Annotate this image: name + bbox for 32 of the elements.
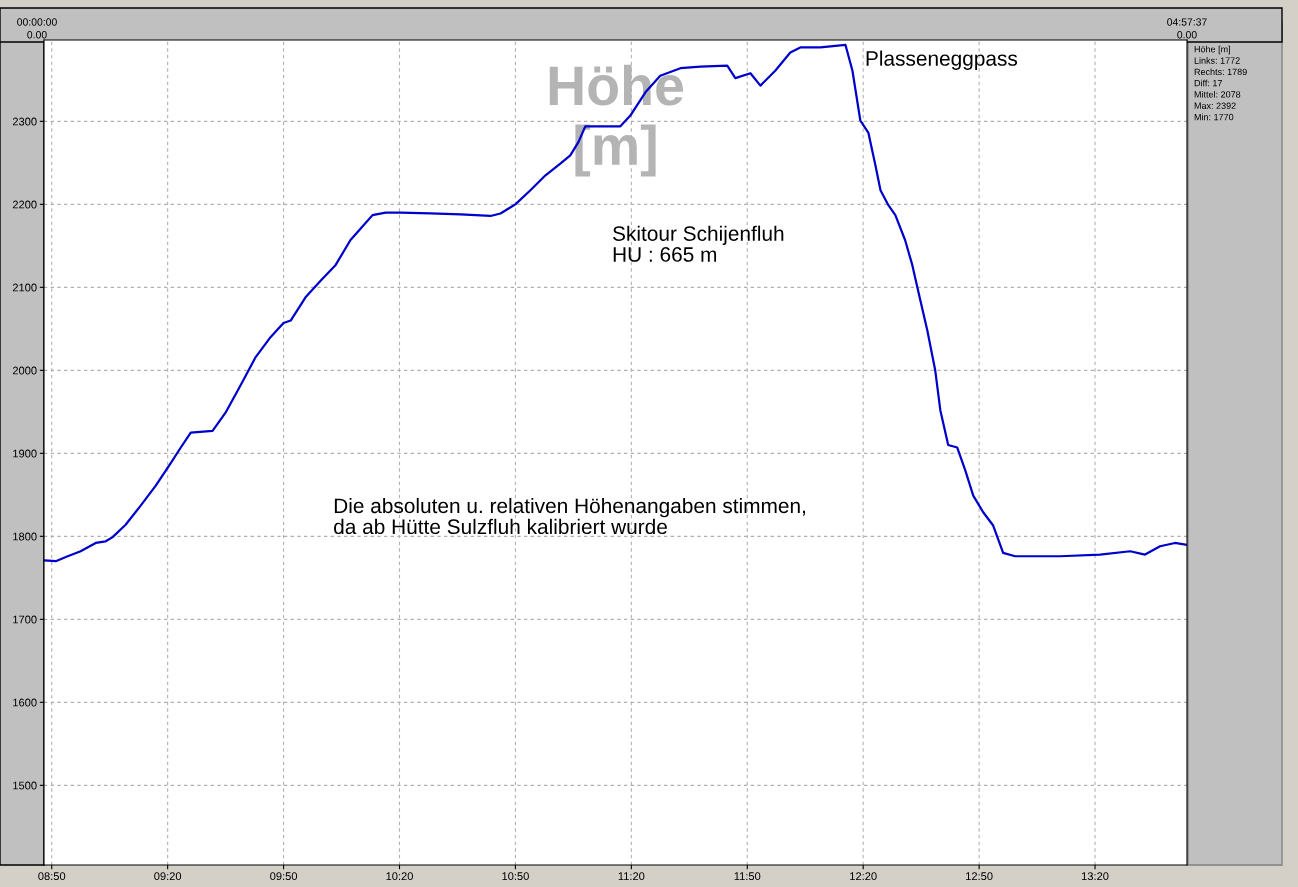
text: Höhe [m]: [1194, 45, 1230, 55]
y-tick-label: 1500: [13, 781, 37, 790]
x-tick-label: 13:20: [1081, 872, 1109, 881]
annotation: Plasseneggpass: [866, 50, 1018, 70]
x-tick-label: 09:50: [270, 872, 298, 881]
y-tick-label: 2200: [12, 200, 37, 209]
x-tick-label: 08:50: [38, 872, 66, 881]
y-tick-label: 1900: [13, 449, 37, 458]
text: Rechts: 1789: [1194, 68, 1247, 76]
text: 04:57:37 0.00: [1167, 18, 1207, 39]
text: Diff: 17: [1194, 79, 1222, 87]
y-tick-label: 1600: [13, 698, 37, 707]
y-tick-label: 2000: [12, 366, 37, 375]
y-tick-label: 2100: [12, 283, 37, 292]
text: Min: 1770: [1194, 113, 1234, 121]
x-tick-label: 10:50: [502, 872, 529, 881]
annotation: Skitour Schijenfluh HU : 665 m: [613, 225, 784, 262]
x-tick-label: 10:20: [386, 872, 413, 881]
y-tick-label: 1700: [13, 615, 37, 624]
y-tick-label: 1800: [13, 532, 37, 541]
text: Max: 2392: [1194, 102, 1236, 109]
text: Mittel: 2078: [1194, 90, 1241, 98]
text: 00:00:00 0.00: [17, 18, 57, 39]
text: Links: 1772: [1194, 57, 1240, 64]
x-tick-label: 11:20: [618, 872, 645, 881]
x-tick-label: 12:50: [966, 872, 993, 881]
x-tick-label: 09:20: [154, 872, 182, 881]
annotation: Die absoluten u. relativen Höhenangaben stimmen, da ab Hütte Sulzfluh kalibriert wurde: [334, 497, 805, 535]
x-tick-label: 12:20: [850, 872, 877, 881]
x-tick-label: 11:50: [734, 872, 761, 881]
y-tick-label: 2300: [12, 117, 37, 126]
line-series: [44, 43, 1187, 563]
